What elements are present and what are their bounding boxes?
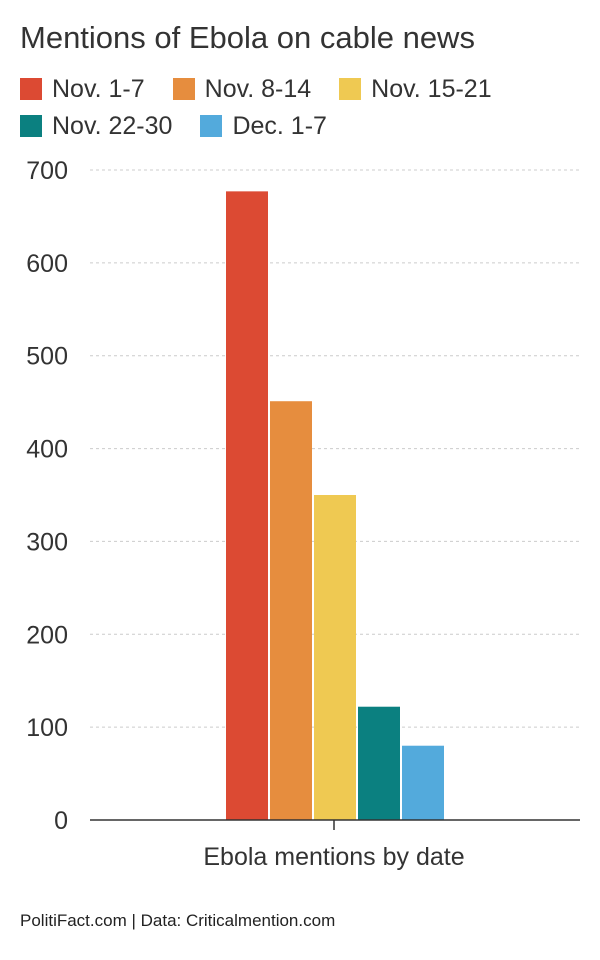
y-tick-label: 700: [26, 157, 68, 185]
legend-item-nov-8-14: Nov. 8-14: [172, 72, 312, 106]
legend-item-dec-1-7: Dec. 1-7: [200, 109, 327, 143]
y-tick-label: 100: [26, 714, 68, 742]
bar-nov-1-7: [226, 191, 268, 820]
legend-label: Nov. 15-21: [371, 75, 492, 103]
legend-swatch: [20, 115, 42, 137]
y-tick-label: 500: [26, 343, 68, 371]
bar-nov-15-21: [314, 495, 356, 820]
chart-title: Mentions of Ebola on cable news: [20, 20, 475, 55]
bar-chart: 0 100 200 300 400 500 600 700 Ebola mentions by …: [26, 157, 580, 871]
legend-swatch: [339, 78, 362, 100]
y-tick-label: 400: [26, 436, 68, 464]
y-tick-label: 600: [26, 250, 68, 278]
x-category-label: Ebola mentions by date: [203, 843, 464, 871]
y-tick-label: 200: [26, 621, 68, 649]
source-credit: PolitiFact.com | Data: Criticalmention.c…: [20, 911, 336, 930]
legend-label: Nov. 1-7: [52, 75, 145, 103]
legend-item-nov-1-7: Nov. 1-7: [20, 72, 145, 106]
bar-nov-8-14: [270, 401, 312, 820]
legend-swatch: [20, 78, 42, 100]
chart-legend: Nov. 1-7 Nov. 8-14 Nov. 15-21 Nov. 22-30…: [20, 72, 590, 146]
legend-label: Nov. 8-14: [204, 75, 312, 103]
y-tick-label: 0: [54, 807, 68, 835]
legend-swatch: [172, 78, 195, 100]
legend-label: Nov. 22-30: [52, 112, 173, 140]
legend-label: Dec. 1-7: [232, 112, 327, 140]
bar-dec-1-7: [402, 745, 444, 820]
legend-item-nov-22-30: Nov. 22-30: [20, 109, 172, 143]
legend-item-nov-15-21: Nov. 15-21: [339, 72, 492, 106]
legend-swatch: [200, 115, 223, 137]
y-tick-label: 300: [26, 528, 68, 556]
bar-nov-22-30: [358, 706, 400, 820]
